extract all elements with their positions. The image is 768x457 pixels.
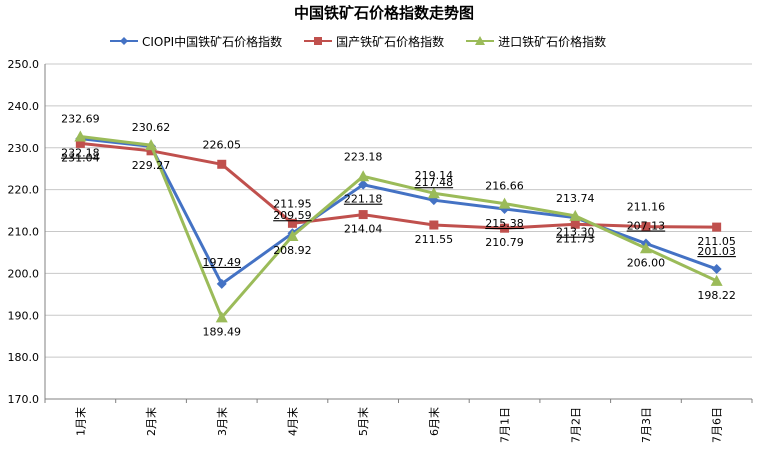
data-point-imported	[74, 130, 87, 142]
legend-marker-diamond-icon	[110, 37, 138, 45]
data-label-ciopi: 197.49	[203, 256, 242, 269]
data-point-domestic	[641, 222, 651, 232]
data-label-domestic: 211.95	[273, 197, 312, 210]
data-point-domestic	[146, 146, 156, 156]
data-label-ciopi: 209.59	[273, 209, 312, 222]
data-point-domestic	[75, 138, 85, 148]
data-point-domestic	[358, 210, 368, 220]
y-tick-label: 190.0	[8, 309, 40, 322]
series-line-domestic	[80, 141, 717, 230]
data-point-domestic	[217, 159, 227, 169]
legend-label-imported: 进口铁矿石价格指数	[498, 34, 607, 49]
data-label-ciopi: 213.30	[556, 226, 595, 239]
legend-marker-triangle-icon	[466, 36, 495, 45]
data-label-imported: 198.22	[697, 289, 736, 302]
data-label-ciopi: 215.38	[485, 217, 524, 230]
data-point-domestic	[287, 218, 297, 228]
data-label-imported: 189.49	[203, 325, 242, 338]
x-tick-label: 4月末	[285, 407, 299, 436]
x-tick-label: 6月末	[427, 407, 441, 436]
legend-label-domestic: 国产铁矿石价格指数	[336, 34, 445, 49]
data-point-ciopi	[216, 278, 227, 289]
legend-marker-square-icon	[304, 37, 333, 45]
data-label-domestic: 229.27	[132, 159, 171, 172]
data-label-imported: 232.69	[61, 112, 100, 125]
x-tick-label: 7月6日	[711, 407, 724, 443]
data-label-imported: 219.14	[415, 169, 454, 182]
data-label-imported: 223.18	[344, 150, 383, 163]
legend: CIOPI中国铁矿石价格指数 国产铁矿石价格指数 进口铁矿石价格指数	[110, 32, 628, 50]
x-tick-label: 7月3日	[640, 407, 653, 443]
data-point-domestic	[712, 222, 722, 232]
y-tick-label: 210.0	[8, 226, 40, 239]
series-line-imported	[80, 134, 718, 319]
data-point-imported	[357, 170, 370, 182]
y-tick-label: 170.0	[8, 393, 40, 406]
data-label-imported: 230.62	[132, 121, 171, 134]
data-label-ciopi: 217.48	[415, 176, 454, 189]
data-point-imported	[286, 230, 299, 242]
y-tick-label: 230.0	[8, 142, 40, 155]
data-label-ciopi: 232.18	[61, 147, 100, 160]
y-tick-label: 220.0	[8, 184, 40, 197]
data-label-domestic: 211.55	[415, 233, 454, 246]
x-tick-label: 3月末	[215, 407, 229, 436]
data-label-domestic: 211.05	[697, 235, 736, 248]
data-point-imported	[215, 311, 228, 323]
data-label-domestic: 211.16	[627, 201, 666, 214]
legend-item-domestic: 国产铁矿石价格指数	[304, 33, 444, 50]
data-point-domestic	[500, 223, 510, 233]
data-point-imported	[498, 197, 511, 209]
data-label-ciopi: 221.18	[344, 193, 383, 206]
x-tick-label: 5月末	[356, 407, 370, 436]
y-tick-label: 180.0	[8, 351, 40, 364]
data-point-imported	[427, 187, 440, 199]
data-point-domestic	[429, 220, 439, 230]
data-label-imported: 208.92	[273, 244, 312, 257]
x-tick-label: 7月1日	[499, 407, 512, 443]
data-label-imported: 213.74	[556, 192, 595, 205]
data-label-domestic: 211.73	[556, 232, 595, 245]
data-point-ciopi	[711, 264, 722, 275]
data-label-domestic: 226.05	[203, 138, 242, 151]
y-tick-label: 200.0	[8, 267, 40, 280]
data-label-ciopi: 207.13	[627, 220, 666, 233]
data-label-ciopi: 201.03	[697, 245, 736, 258]
data-point-imported	[710, 274, 723, 286]
data-point-ciopi	[358, 179, 369, 190]
legend-item-ciopi: CIOPI中国铁矿石价格指数	[110, 33, 282, 50]
legend-label-ciopi: CIOPI中国铁矿石价格指数	[142, 34, 283, 49]
series-line-ciopi	[80, 137, 718, 286]
data-point-imported	[145, 139, 158, 151]
data-label-imported: 206.00	[627, 256, 666, 269]
data-label-imported: 216.66	[485, 180, 524, 193]
y-tick-label: 240.0	[8, 100, 40, 113]
data-label-domestic: 210.79	[485, 236, 524, 249]
data-label-domestic: 231.04	[61, 151, 100, 164]
x-tick-label: 1月末	[73, 407, 87, 436]
legend-item-imported: 进口铁矿石价格指数	[466, 33, 606, 50]
data-label-domestic: 214.04	[344, 223, 383, 236]
data-point-imported	[639, 242, 652, 254]
x-tick-label: 2月末	[144, 407, 158, 436]
data-point-imported	[569, 209, 582, 221]
x-tick-label: 7月2日	[569, 407, 582, 443]
y-tick-label: 250.0	[8, 58, 40, 71]
data-point-domestic	[570, 219, 580, 229]
chart-title: 中国铁矿石价格指数走势图	[293, 4, 474, 22]
